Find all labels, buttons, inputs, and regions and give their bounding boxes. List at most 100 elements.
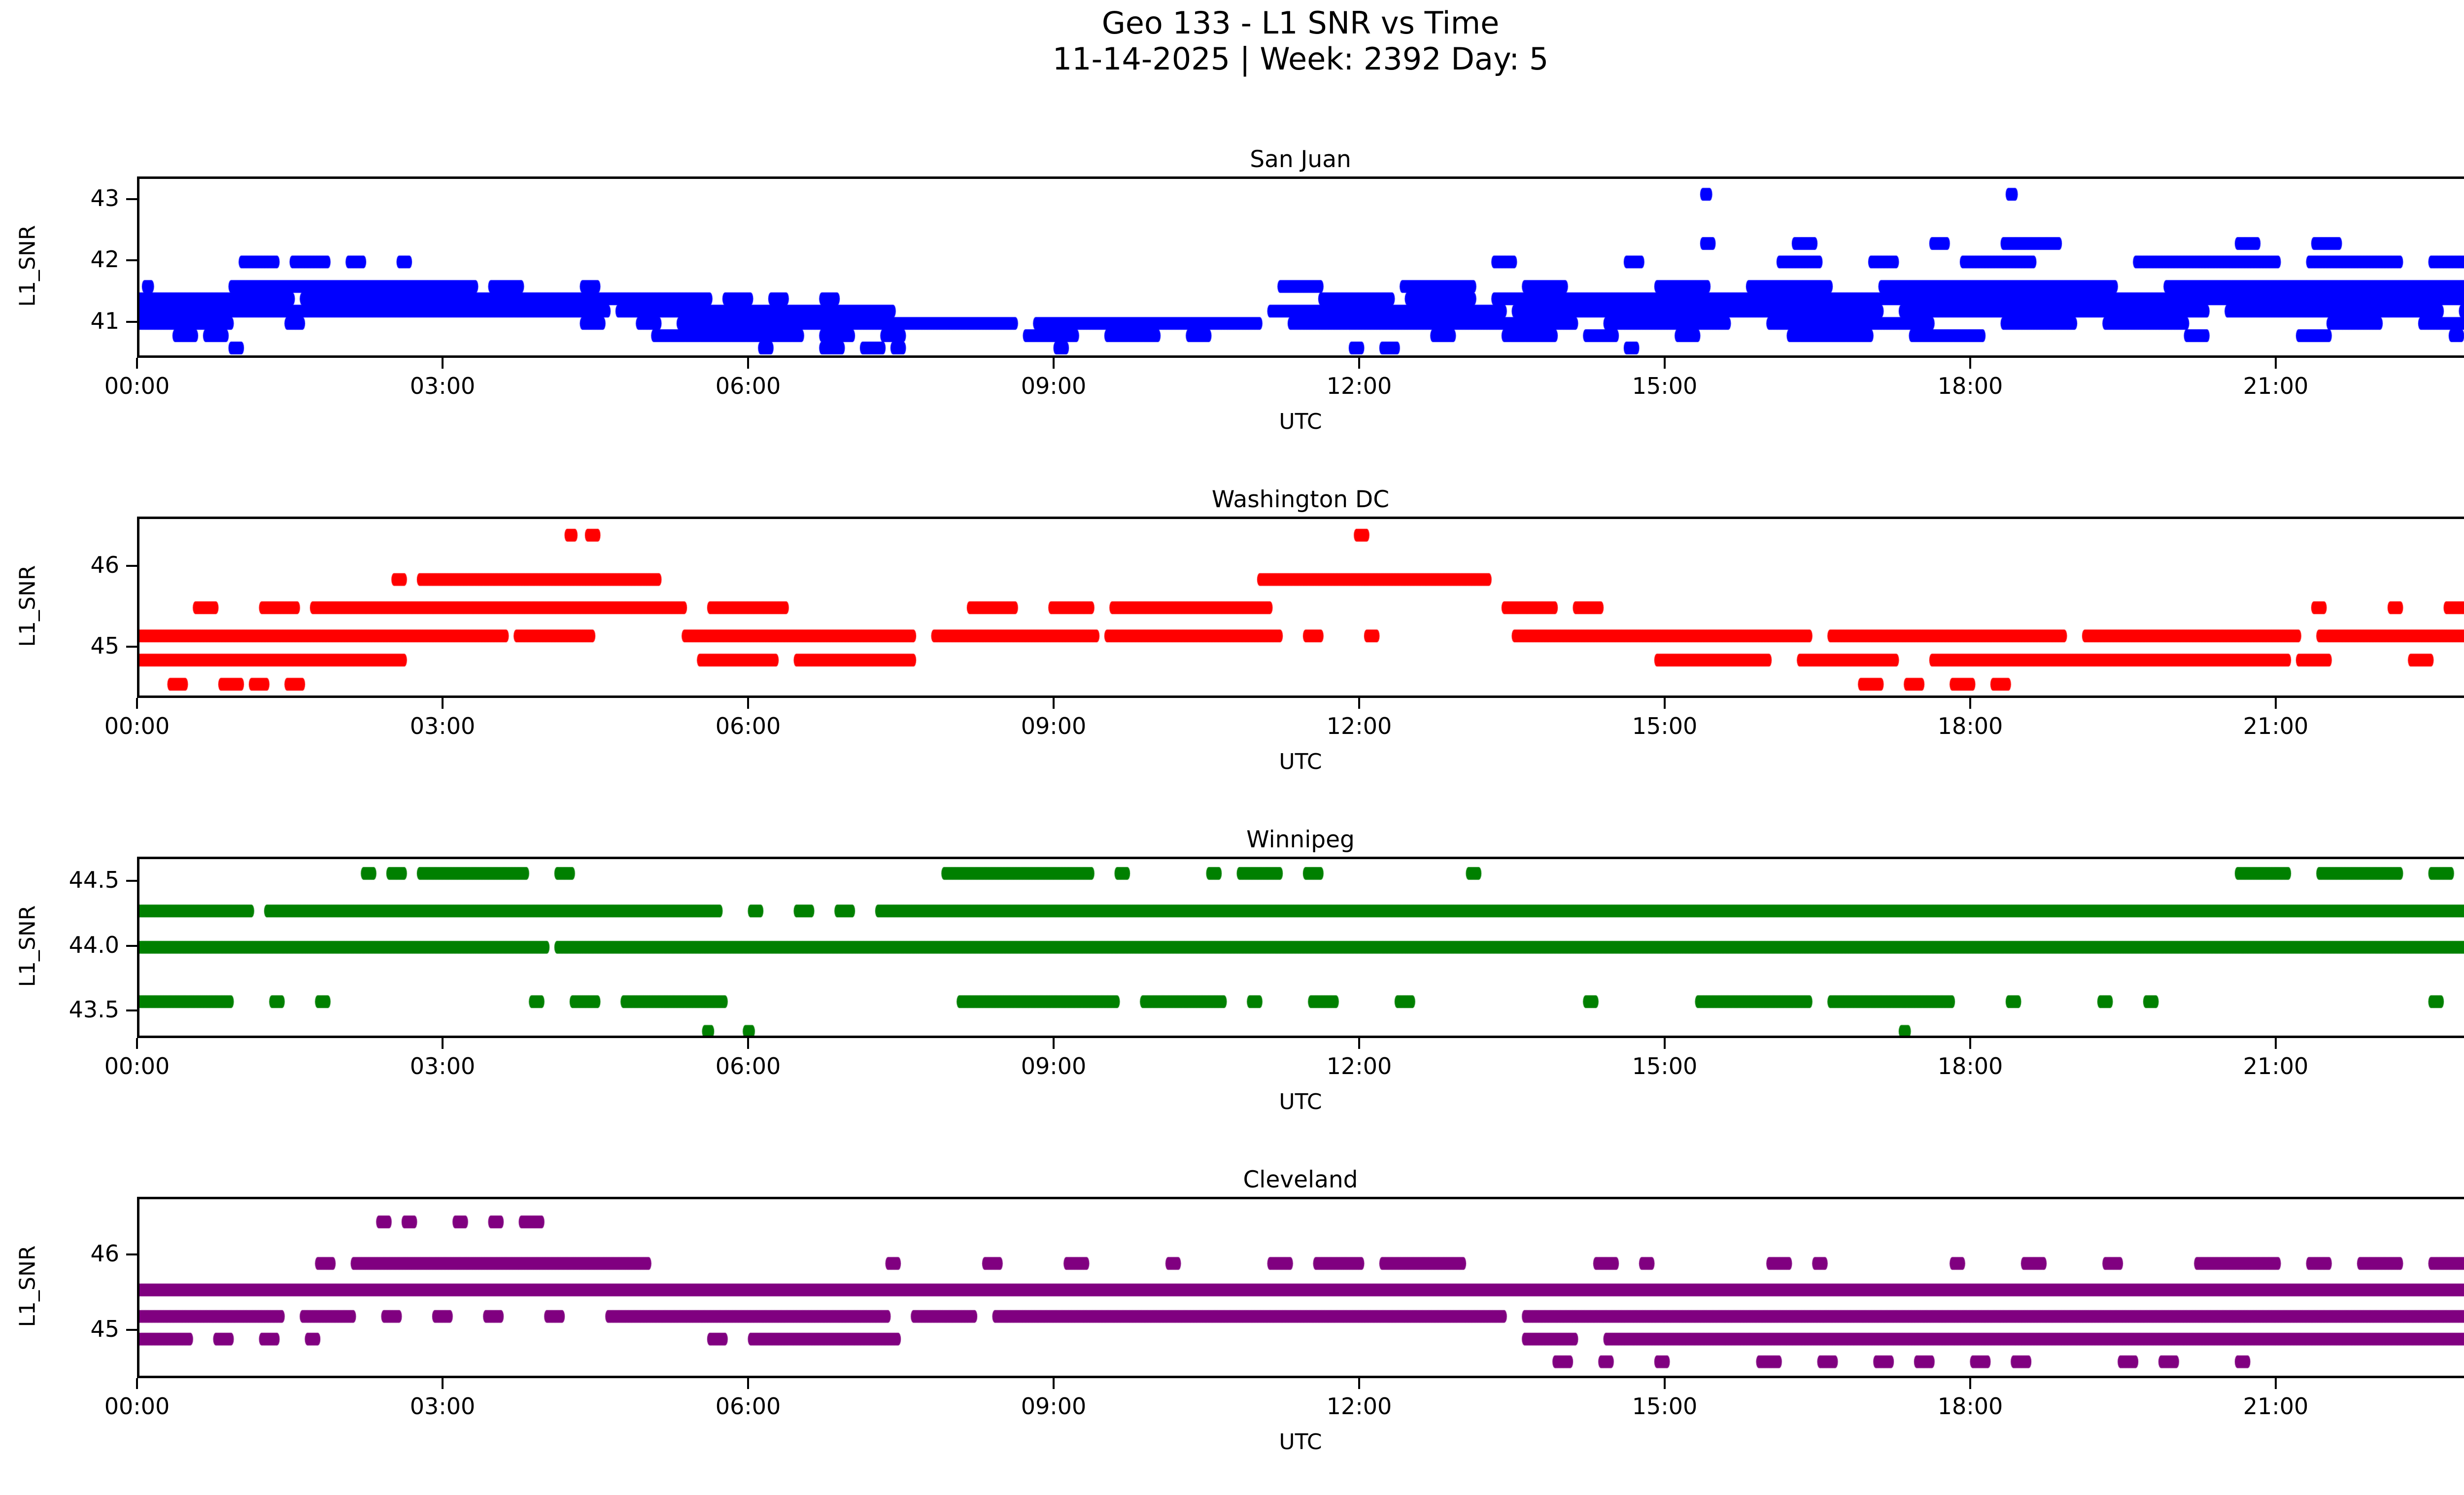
x-tickmark (1969, 698, 1971, 709)
scatter-points-0 (139, 179, 2464, 355)
x-tickmark (1664, 1038, 1666, 1049)
x-tick-label: 09:00 (1021, 713, 1087, 739)
plot-area-0[interactable] (137, 176, 2464, 358)
x-tick-label: 06:00 (715, 1393, 781, 1420)
y-tickmark (126, 565, 137, 567)
y-tick-label: 46 (90, 1240, 119, 1267)
x-tickmark (2275, 358, 2277, 369)
x-tickmark (442, 1378, 444, 1389)
x-tick-label: 18:00 (1937, 1393, 2003, 1420)
x-tickmark (1053, 358, 1055, 369)
figure-suptitle: Geo 133 - L1 SNR vs Time 11-14-2025 | We… (1052, 5, 1549, 77)
plot-area-2[interactable] (137, 857, 2464, 1038)
x-tick-label: 12:00 (1326, 1393, 1392, 1420)
x-tick-label: 18:00 (1937, 373, 2003, 399)
x-tick-label: 21:00 (2243, 713, 2309, 739)
x-tick-label: 00:00 (104, 1053, 170, 1079)
x-tickmark (1969, 358, 1971, 369)
x-tick-label: 03:00 (410, 1393, 476, 1420)
y-tickmark (126, 1009, 137, 1012)
x-tickmark (1358, 1378, 1360, 1389)
x-tick-label: 15:00 (1632, 713, 1698, 739)
x-tickmark (442, 1038, 444, 1049)
x-tickmark (136, 1038, 138, 1049)
x-tick-label: 15:00 (1632, 373, 1698, 399)
y-tickmark (126, 321, 137, 323)
subplot-title-3: Cleveland (1243, 1166, 1358, 1193)
y-tickmark (126, 645, 137, 648)
x-tickmark (1664, 698, 1666, 709)
y-tick-label: 44.5 (68, 867, 119, 894)
x-tick-label: 06:00 (715, 373, 781, 399)
x-axis-label-0: UTC (1279, 409, 1322, 434)
scatter-points-1 (139, 519, 2464, 695)
y-tickmark (126, 944, 137, 947)
x-tickmark (1358, 358, 1360, 369)
y-tick-label: 41 (90, 308, 119, 335)
x-axis-label-3: UTC (1279, 1429, 1322, 1455)
x-tick-label: 18:00 (1937, 713, 2003, 739)
x-axis-label-2: UTC (1279, 1089, 1322, 1114)
x-tick-label: 03:00 (410, 1053, 476, 1079)
x-tick-label: 09:00 (1021, 1393, 1087, 1420)
subplot-title-0: San Juan (1250, 146, 1351, 173)
x-tickmark (747, 698, 749, 709)
subplot-title-1: Washington DC (1211, 486, 1390, 513)
y-tick-label: 46 (90, 552, 119, 579)
scatter-points-3 (139, 1199, 2464, 1376)
x-tick-label: 00:00 (104, 713, 170, 739)
x-tick-label: 12:00 (1326, 373, 1392, 399)
x-tick-label: 12:00 (1326, 1053, 1392, 1079)
x-tickmark (1664, 1378, 1666, 1389)
y-tickmark (126, 880, 137, 882)
y-axis-label-1: L1_SNR (15, 565, 40, 647)
subplot-title-2: Winnipeg (1246, 826, 1355, 853)
x-tick-label: 21:00 (2243, 1053, 2309, 1079)
x-tickmark (136, 1378, 138, 1389)
y-tickmark (126, 1253, 137, 1255)
x-tick-label: 09:00 (1021, 1053, 1087, 1079)
x-tick-label: 12:00 (1326, 713, 1392, 739)
x-tickmark (1664, 358, 1666, 369)
plot-area-1[interactable] (137, 517, 2464, 698)
y-tickmark (126, 198, 137, 200)
y-tick-label: 45 (90, 1316, 119, 1343)
x-tick-label: 15:00 (1632, 1393, 1698, 1420)
x-tickmark (2275, 1378, 2277, 1389)
x-tickmark (1969, 1378, 1971, 1389)
x-tickmark (1053, 1378, 1055, 1389)
y-tick-label: 44.0 (68, 931, 119, 958)
x-tick-label: 21:00 (2243, 1393, 2309, 1420)
x-tickmark (136, 358, 138, 369)
y-tickmark (126, 259, 137, 262)
x-tick-label: 06:00 (715, 713, 781, 739)
x-tickmark (136, 698, 138, 709)
x-axis-label-1: UTC (1279, 749, 1322, 774)
x-tick-label: 18:00 (1937, 1053, 2003, 1079)
y-tick-label: 45 (90, 632, 119, 659)
x-tick-label: 00:00 (104, 1393, 170, 1420)
y-tick-label: 42 (90, 246, 119, 273)
plot-area-3[interactable] (137, 1197, 2464, 1378)
x-tickmark (747, 358, 749, 369)
y-axis-label-2: L1_SNR (15, 905, 40, 987)
x-tickmark (1053, 1038, 1055, 1049)
x-tickmark (1358, 698, 1360, 709)
x-tick-label: 09:00 (1021, 373, 1087, 399)
y-tick-label: 43.5 (68, 996, 119, 1023)
x-tickmark (442, 698, 444, 709)
x-tick-label: 03:00 (410, 373, 476, 399)
x-tick-label: 21:00 (2243, 373, 2309, 399)
x-tickmark (2275, 1038, 2277, 1049)
x-tickmark (2275, 698, 2277, 709)
x-tickmark (747, 1378, 749, 1389)
x-tick-label: 03:00 (410, 713, 476, 739)
x-tickmark (1358, 1038, 1360, 1049)
x-tick-label: 00:00 (104, 373, 170, 399)
x-tickmark (747, 1038, 749, 1049)
x-tick-label: 06:00 (715, 1053, 781, 1079)
y-tickmark (126, 1329, 137, 1331)
y-tick-label: 43 (90, 184, 119, 211)
y-axis-label-3: L1_SNR (15, 1245, 40, 1327)
